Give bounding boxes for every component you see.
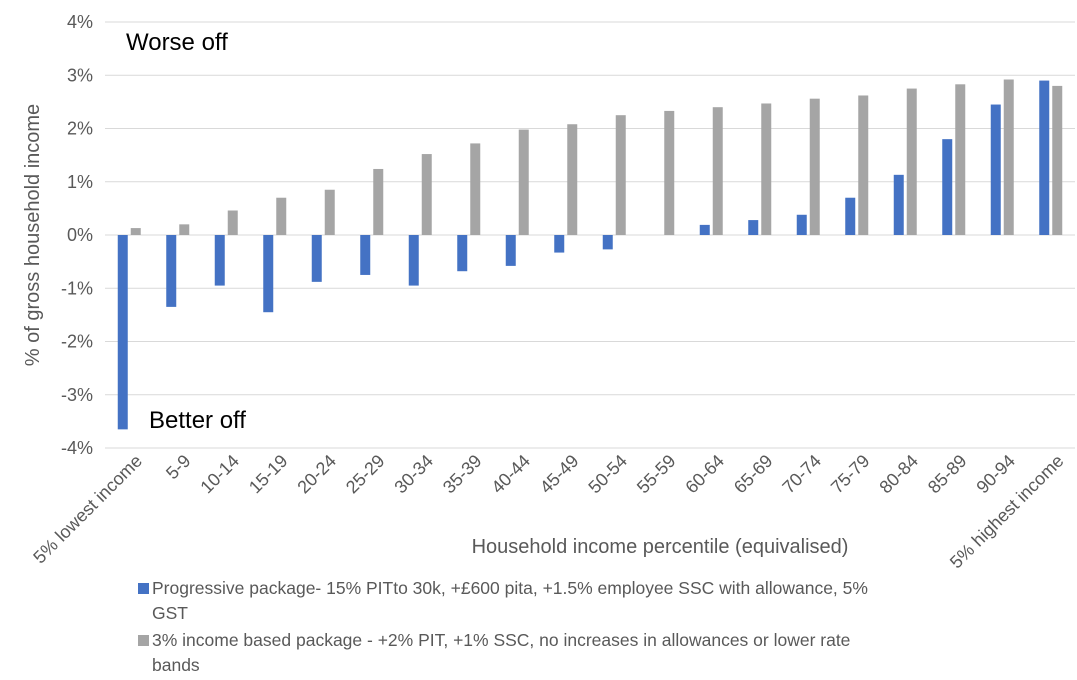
bar-income-based bbox=[179, 224, 190, 235]
bar-progressive bbox=[214, 235, 225, 286]
x-tick-label: 50-54 bbox=[584, 451, 631, 498]
x-tick-label: 75-79 bbox=[827, 451, 874, 498]
worse-off-annotation: Worse off bbox=[126, 29, 228, 56]
bar-income-based bbox=[130, 228, 141, 235]
bar-progressive bbox=[893, 174, 904, 235]
legend-item-progressive: Progressive package- 15% PITto 30k, +£60… bbox=[138, 576, 898, 626]
y-tick-label: -2% bbox=[61, 332, 93, 352]
legend-label-progressive: Progressive package- 15% PITto 30k, +£60… bbox=[152, 578, 868, 623]
y-tick-label: 4% bbox=[67, 12, 93, 32]
bars bbox=[117, 79, 1063, 430]
bar-income-based bbox=[227, 210, 238, 235]
legend-label-income-based: 3% income based package - +2% PIT, +1% S… bbox=[152, 630, 851, 675]
bar-progressive bbox=[1039, 80, 1050, 235]
x-tick-label: 10-14 bbox=[196, 451, 243, 498]
x-tick-label: 70-74 bbox=[778, 451, 825, 498]
bar-progressive bbox=[166, 235, 177, 307]
bar-income-based bbox=[567, 124, 578, 235]
legend-item-income-based: 3% income based package - +2% PIT, +1% S… bbox=[138, 628, 898, 678]
legend-swatch-income-based bbox=[138, 635, 149, 646]
bar-progressive bbox=[796, 214, 807, 235]
gridlines bbox=[105, 21, 1075, 449]
bar-progressive bbox=[360, 235, 371, 275]
bar-income-based bbox=[809, 98, 820, 236]
y-tick-label: 2% bbox=[67, 119, 93, 139]
x-tick-label: 85-89 bbox=[924, 451, 971, 498]
x-tick-label: 5% lowest income bbox=[29, 451, 146, 568]
bar-progressive bbox=[505, 235, 516, 266]
x-tick-label: 25-29 bbox=[342, 451, 389, 498]
bar-income-based bbox=[664, 110, 675, 235]
bar-income-based bbox=[373, 168, 384, 235]
bar-income-based bbox=[761, 103, 772, 235]
better-off-annotation: Better off bbox=[149, 407, 246, 434]
bar-income-based bbox=[518, 129, 529, 235]
x-tick-label: 55-59 bbox=[633, 451, 680, 498]
x-tick-label: 40-44 bbox=[487, 451, 534, 498]
y-tick-label: -3% bbox=[61, 385, 93, 405]
bar-progressive bbox=[457, 235, 468, 272]
x-tick-label: 15-19 bbox=[245, 451, 292, 498]
x-tick-label: 35-39 bbox=[439, 451, 486, 498]
x-axis-title: Household income percentile (equivalised… bbox=[472, 536, 849, 558]
x-tick-label: 45-49 bbox=[536, 451, 583, 498]
bar-income-based bbox=[615, 115, 626, 235]
bar-income-based bbox=[906, 88, 917, 235]
bar-income-based bbox=[712, 107, 723, 235]
x-tick-label: 65-69 bbox=[730, 451, 777, 498]
bar-progressive bbox=[117, 235, 128, 430]
x-tick-label: 60-64 bbox=[681, 451, 728, 498]
bar-income-based bbox=[955, 84, 966, 236]
y-tick-labels: -4% -3% -2% -1% 0% 1% 2% 3% 4% bbox=[61, 12, 93, 458]
x-tick-label: 30-34 bbox=[390, 451, 437, 498]
y-tick-label: -1% bbox=[61, 278, 93, 298]
legend: Progressive package- 15% PITto 30k, +£60… bbox=[138, 576, 898, 680]
bar-progressive bbox=[408, 235, 419, 286]
x-tick-label: 20-24 bbox=[293, 451, 340, 498]
bar-income-based bbox=[470, 143, 481, 235]
bar-progressive bbox=[845, 197, 856, 235]
y-tick-label: 1% bbox=[67, 172, 93, 192]
bar-progressive bbox=[263, 235, 274, 313]
y-tick-label: 0% bbox=[67, 225, 93, 245]
bar-progressive bbox=[554, 235, 565, 253]
bar-progressive bbox=[602, 235, 613, 250]
bar-progressive bbox=[942, 139, 953, 235]
bar-income-based bbox=[324, 189, 335, 235]
bar-income-based bbox=[276, 197, 287, 235]
bar-progressive bbox=[699, 224, 710, 235]
bar-income-based bbox=[1052, 85, 1063, 236]
bar-income-based bbox=[858, 95, 869, 235]
bar-income-based bbox=[1003, 79, 1014, 235]
y-axis-title: % of gross household income bbox=[22, 104, 44, 366]
legend-swatch-progressive bbox=[138, 583, 149, 594]
x-tick-label: 5-9 bbox=[162, 451, 195, 484]
y-tick-label: -4% bbox=[61, 438, 93, 458]
bar-progressive bbox=[990, 104, 1001, 235]
bar-progressive bbox=[748, 220, 759, 235]
x-tick-label: 80-84 bbox=[875, 451, 922, 498]
x-tick-label: 90-94 bbox=[972, 451, 1019, 498]
y-tick-label: 3% bbox=[67, 65, 93, 85]
bar-progressive bbox=[311, 235, 322, 282]
bar-income-based bbox=[421, 154, 432, 235]
